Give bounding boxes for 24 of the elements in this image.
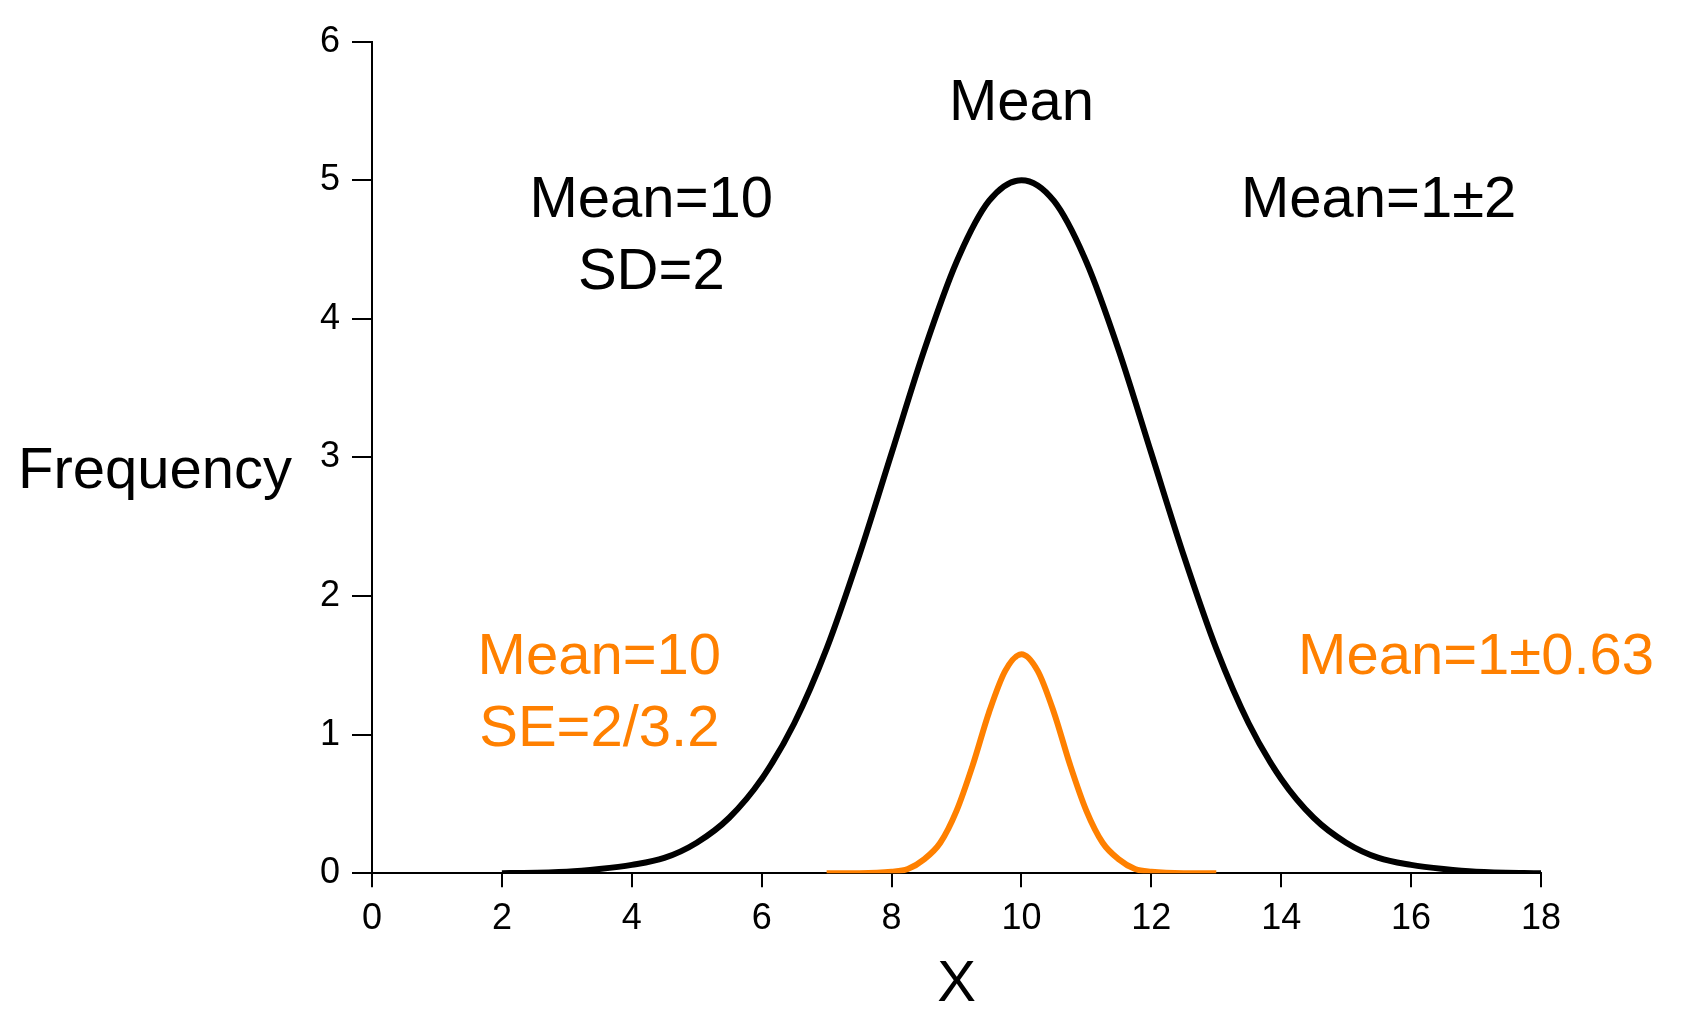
y-axis-title: Frequency xyxy=(18,435,293,501)
x-tick-label: 6 xyxy=(751,895,772,937)
y-tick-label: 1 xyxy=(319,711,341,753)
annotation: Mean=1±2 xyxy=(1240,163,1517,229)
annotation: Mean=1±0.63 xyxy=(1298,621,1655,687)
x-tick-label: 10 xyxy=(1001,895,1042,937)
x-tick-label: 18 xyxy=(1520,895,1562,937)
x-tick-label: 12 xyxy=(1131,895,1172,937)
y-tick-label: 4 xyxy=(319,295,341,337)
y-tick-label: 6 xyxy=(319,18,341,60)
y-tick-label: 3 xyxy=(319,434,341,476)
annotation: Mean=10 SD=2 xyxy=(529,163,774,301)
x-tick-label: 0 xyxy=(362,895,383,937)
x-tick-label: 16 xyxy=(1391,895,1432,937)
annotation: Mean=10 SE=2/3.2 xyxy=(477,621,722,759)
x-axis-title: X xyxy=(937,948,976,1014)
x-tick-label: 4 xyxy=(621,895,642,937)
annotation: Mean xyxy=(948,66,1094,132)
y-tick-label: 0 xyxy=(319,850,341,892)
y-tick-label: 5 xyxy=(319,157,341,199)
x-tick-label: 2 xyxy=(491,895,512,937)
x-tick-label: 8 xyxy=(881,895,902,937)
x-tick-label: 14 xyxy=(1261,895,1302,937)
y-tick-label: 2 xyxy=(319,572,341,614)
